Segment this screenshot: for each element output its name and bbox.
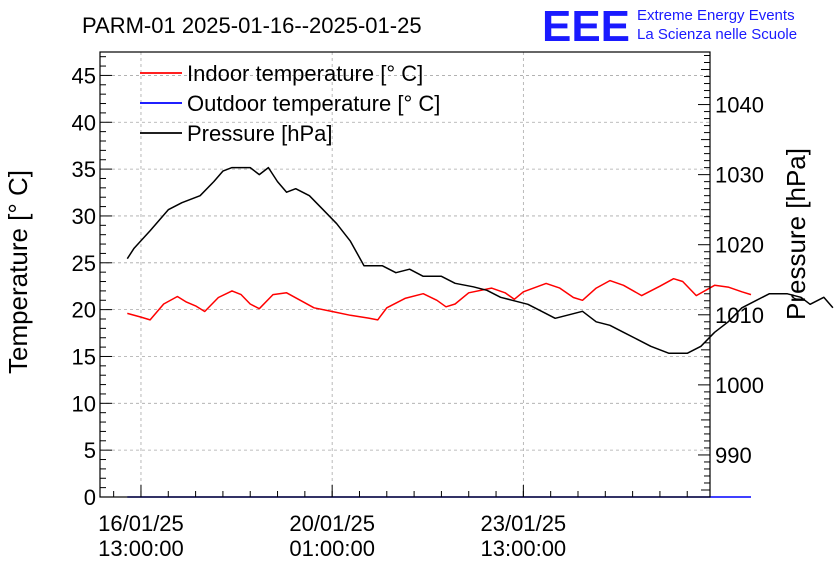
y-tick-label-right: 1030	[715, 163, 764, 188]
eee-logo-line2: La Scienza nelle Scuole	[637, 26, 797, 43]
eee-logo: EEE Extreme Energy Events La Scienza nel…	[542, 2, 797, 51]
y-tick-label-left: 20	[72, 298, 96, 323]
legend-label-pressure: Pressure [hPa]	[187, 121, 333, 146]
y-tick-label-left: 5	[84, 438, 96, 463]
y-tick-label-left: 15	[72, 344, 96, 369]
eee-logo-mark: EEE	[542, 2, 630, 51]
x-tick-label-time: 13:00:00	[481, 536, 567, 561]
y-tick-label-left: 0	[84, 485, 96, 510]
y-tick-label-right: 1020	[715, 233, 764, 258]
y-tick-label-right: 990	[715, 443, 752, 468]
series-pressure	[126, 166, 834, 355]
y-tick-label-left: 40	[72, 110, 96, 135]
y-tick-label-left: 30	[72, 204, 96, 229]
legend-label-indoor: Indoor temperature [° C]	[187, 61, 423, 86]
eee-logo-line1: Extreme Energy Events	[637, 7, 795, 24]
y-tick-label-right: 1000	[715, 373, 764, 398]
plot-frame	[99, 51, 711, 498]
y-tick-label-left: 10	[72, 391, 96, 416]
x-tick-label-time: 01:00:00	[289, 536, 375, 561]
grid	[100, 52, 710, 498]
chart-title: PARM-01 2025-01-16--2025-01-25	[82, 13, 422, 38]
x-tick-label-time: 13:00:00	[98, 536, 184, 561]
y-tick-label-left: 45	[72, 63, 96, 88]
axes: 0 5 10 15 20 25 30 35 40 45 990 1000 1010 1020 1030 104…	[72, 55, 764, 561]
x-tick-label-date: 20/01/25	[289, 511, 375, 536]
y-axis-label-left: Temperature [° C]	[3, 170, 33, 374]
series-indoor-temperature	[127, 277, 752, 321]
y-tick-label-left: 25	[72, 251, 96, 276]
y-tick-label-right: 1010	[715, 303, 764, 328]
legend-label-outdoor: Outdoor temperature [° C]	[187, 91, 440, 116]
legend: Indoor temperature [° C] Outdoor tempera…	[140, 61, 440, 146]
y-tick-label-right: 1040	[715, 93, 764, 118]
y-tick-label-left: 35	[72, 157, 96, 182]
x-tick-label-date: 16/01/25	[98, 511, 184, 536]
x-tick-label-date: 23/01/25	[481, 511, 567, 536]
y-axis-label-right: Pressure [hPa]	[781, 148, 811, 320]
